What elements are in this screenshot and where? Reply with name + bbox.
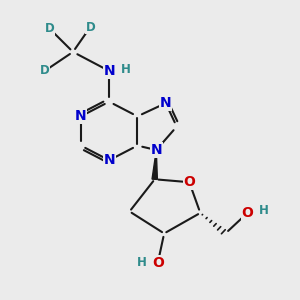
Text: O: O bbox=[242, 206, 254, 220]
Text: N: N bbox=[103, 64, 115, 78]
Text: D: D bbox=[40, 64, 50, 77]
Text: O: O bbox=[152, 256, 164, 270]
Text: H: H bbox=[259, 203, 269, 217]
Text: D: D bbox=[85, 20, 95, 34]
Text: H: H bbox=[136, 256, 146, 269]
Text: O: O bbox=[183, 175, 195, 189]
Text: N: N bbox=[160, 96, 172, 110]
Text: D: D bbox=[44, 22, 54, 35]
Text: N: N bbox=[103, 153, 115, 167]
Text: H: H bbox=[121, 63, 130, 76]
Polygon shape bbox=[152, 150, 158, 179]
Text: N: N bbox=[151, 143, 162, 157]
Text: N: N bbox=[75, 109, 87, 123]
